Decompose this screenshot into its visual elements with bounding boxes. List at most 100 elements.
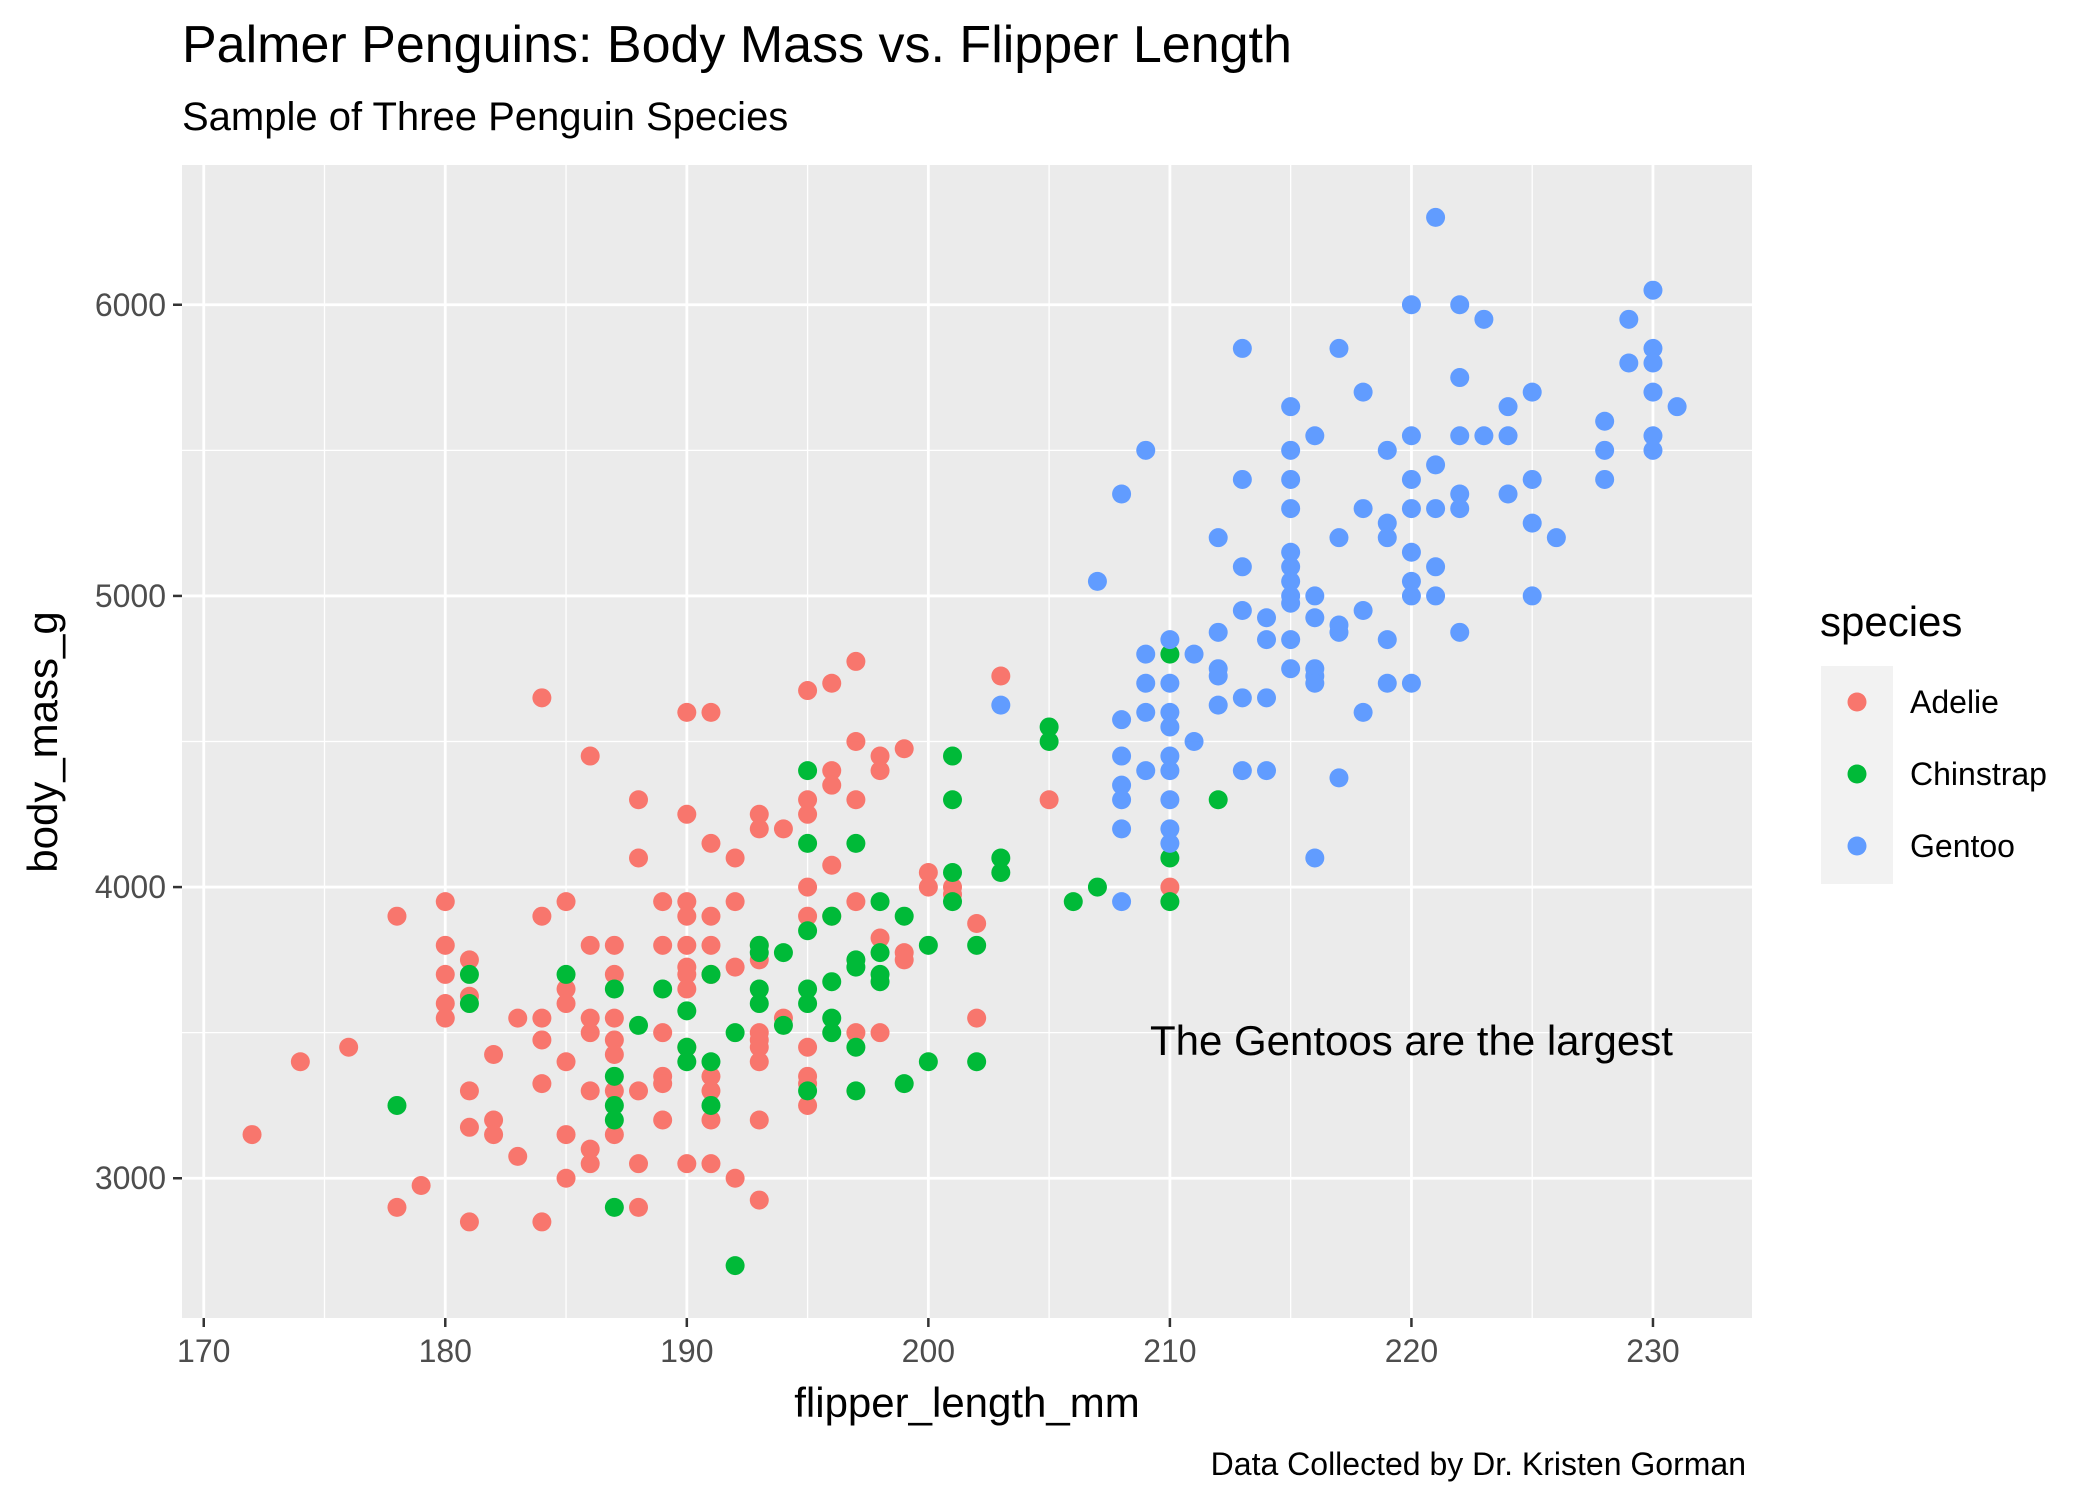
adelie-point (798, 877, 818, 897)
gentoo-point (1353, 382, 1373, 402)
gentoo-point (1160, 746, 1180, 766)
gentoo-point (1401, 673, 1421, 693)
gentoo-point (1208, 666, 1228, 686)
adelie-point (701, 1066, 721, 1086)
chinstrap-point (798, 921, 818, 941)
gentoo-point (1112, 710, 1132, 730)
gentoo-point (1401, 571, 1421, 591)
adelie-point (749, 819, 769, 839)
gentoo-point (1353, 499, 1373, 519)
legend-key-adelie (1847, 692, 1867, 712)
chinstrap-point (967, 1052, 987, 1072)
chinstrap-point (943, 746, 963, 766)
legend-key-chinstrap (1847, 764, 1867, 784)
gentoo-point (1450, 499, 1470, 519)
chinstrap-point (701, 1095, 721, 1115)
chinstrap-point (1160, 644, 1180, 664)
gentoo-point (1257, 688, 1277, 708)
adelie-point (677, 804, 697, 824)
gentoo-point (1595, 469, 1615, 489)
chinstrap-point (387, 1095, 407, 1115)
y-tick-label: 3000 (95, 1160, 166, 1196)
gentoo-point (991, 695, 1011, 715)
adelie-point (339, 1037, 359, 1057)
gentoo-point (1160, 702, 1180, 722)
gentoo-point (1257, 630, 1277, 650)
gentoo-point (1112, 790, 1132, 810)
major-gridlines (182, 165, 1752, 1318)
adelie-point (798, 1095, 818, 1115)
chinstrap-point (822, 1023, 842, 1043)
adelie-point (870, 1023, 890, 1043)
chinstrap-point (798, 833, 818, 853)
adelie-point (580, 935, 600, 955)
gentoo-point (1498, 484, 1518, 504)
gentoo-point (1184, 732, 1204, 751)
chinstrap-point (725, 1023, 745, 1043)
gentoo-point (1208, 528, 1228, 548)
adelie-point (532, 1008, 552, 1028)
gentoo-point (1401, 542, 1421, 562)
gentoo-point (1401, 469, 1421, 489)
gentoo-point (1184, 644, 1204, 664)
gentoo-point (1305, 608, 1325, 628)
chinstrap-point (701, 1052, 721, 1072)
gentoo-point (1595, 411, 1615, 431)
gentoo-point (1232, 557, 1252, 577)
gentoo-point (1474, 309, 1494, 329)
adelie-point (556, 1168, 576, 1188)
adelie-point (918, 877, 938, 897)
x-tick-label: 190 (660, 1333, 713, 1369)
adelie-point (749, 1110, 769, 1130)
adelie-point (749, 1190, 769, 1210)
adelie-point (556, 994, 576, 1014)
gentoo-point (1281, 593, 1301, 613)
adelie-point (822, 855, 842, 875)
gentoo-point (1401, 499, 1421, 519)
adelie-point (580, 1154, 600, 1174)
gentoo-point (1329, 338, 1349, 358)
adelie-point (629, 848, 649, 868)
series-gentoo (991, 207, 1687, 912)
gentoo-point (1160, 761, 1180, 781)
chinstrap-point (894, 1074, 914, 1094)
adelie-point (749, 1037, 769, 1057)
adelie-point (629, 1081, 649, 1101)
gentoo-point (1305, 586, 1325, 606)
adelie-point (604, 1008, 624, 1028)
adelie-point (701, 1081, 721, 1101)
x-axis-ticks: 170 180 190 200 210 220 230 (177, 1318, 1680, 1369)
adelie-point (604, 935, 624, 955)
gentoo-point (1305, 673, 1325, 693)
adelie-point (508, 1008, 528, 1028)
adelie-point (629, 1154, 649, 1174)
chinstrap-point (846, 1081, 866, 1101)
chinstrap-point (870, 972, 890, 992)
adelie-point (846, 1023, 866, 1043)
chinstrap-point (1208, 790, 1228, 810)
adelie-point (459, 1081, 479, 1101)
adelie-point (677, 935, 697, 955)
chinstrap-point (798, 994, 818, 1014)
gentoo-point (1112, 484, 1132, 504)
adelie-point (725, 848, 745, 868)
gentoo-point (1619, 309, 1639, 329)
gentoo-point (1401, 295, 1421, 315)
chinstrap-point (677, 1052, 697, 1072)
chinstrap-point (870, 892, 890, 912)
adelie-point (580, 1023, 600, 1043)
data-points (242, 207, 1687, 1276)
adelie-point (459, 1117, 479, 1137)
gentoo-point (1498, 397, 1518, 417)
gentoo-point (1377, 673, 1397, 693)
adelie-point (798, 790, 818, 810)
legend-label-chinstrap: Chinstrap (1910, 756, 2047, 792)
adelie-point (604, 1081, 624, 1101)
gentoo-point (1305, 848, 1325, 868)
gentoo-point (1353, 600, 1373, 620)
adelie-point (677, 892, 697, 912)
adelie-point (604, 1030, 624, 1050)
chinstrap-point (943, 790, 963, 810)
gentoo-point (1498, 426, 1518, 446)
gentoo-point (1281, 542, 1301, 562)
